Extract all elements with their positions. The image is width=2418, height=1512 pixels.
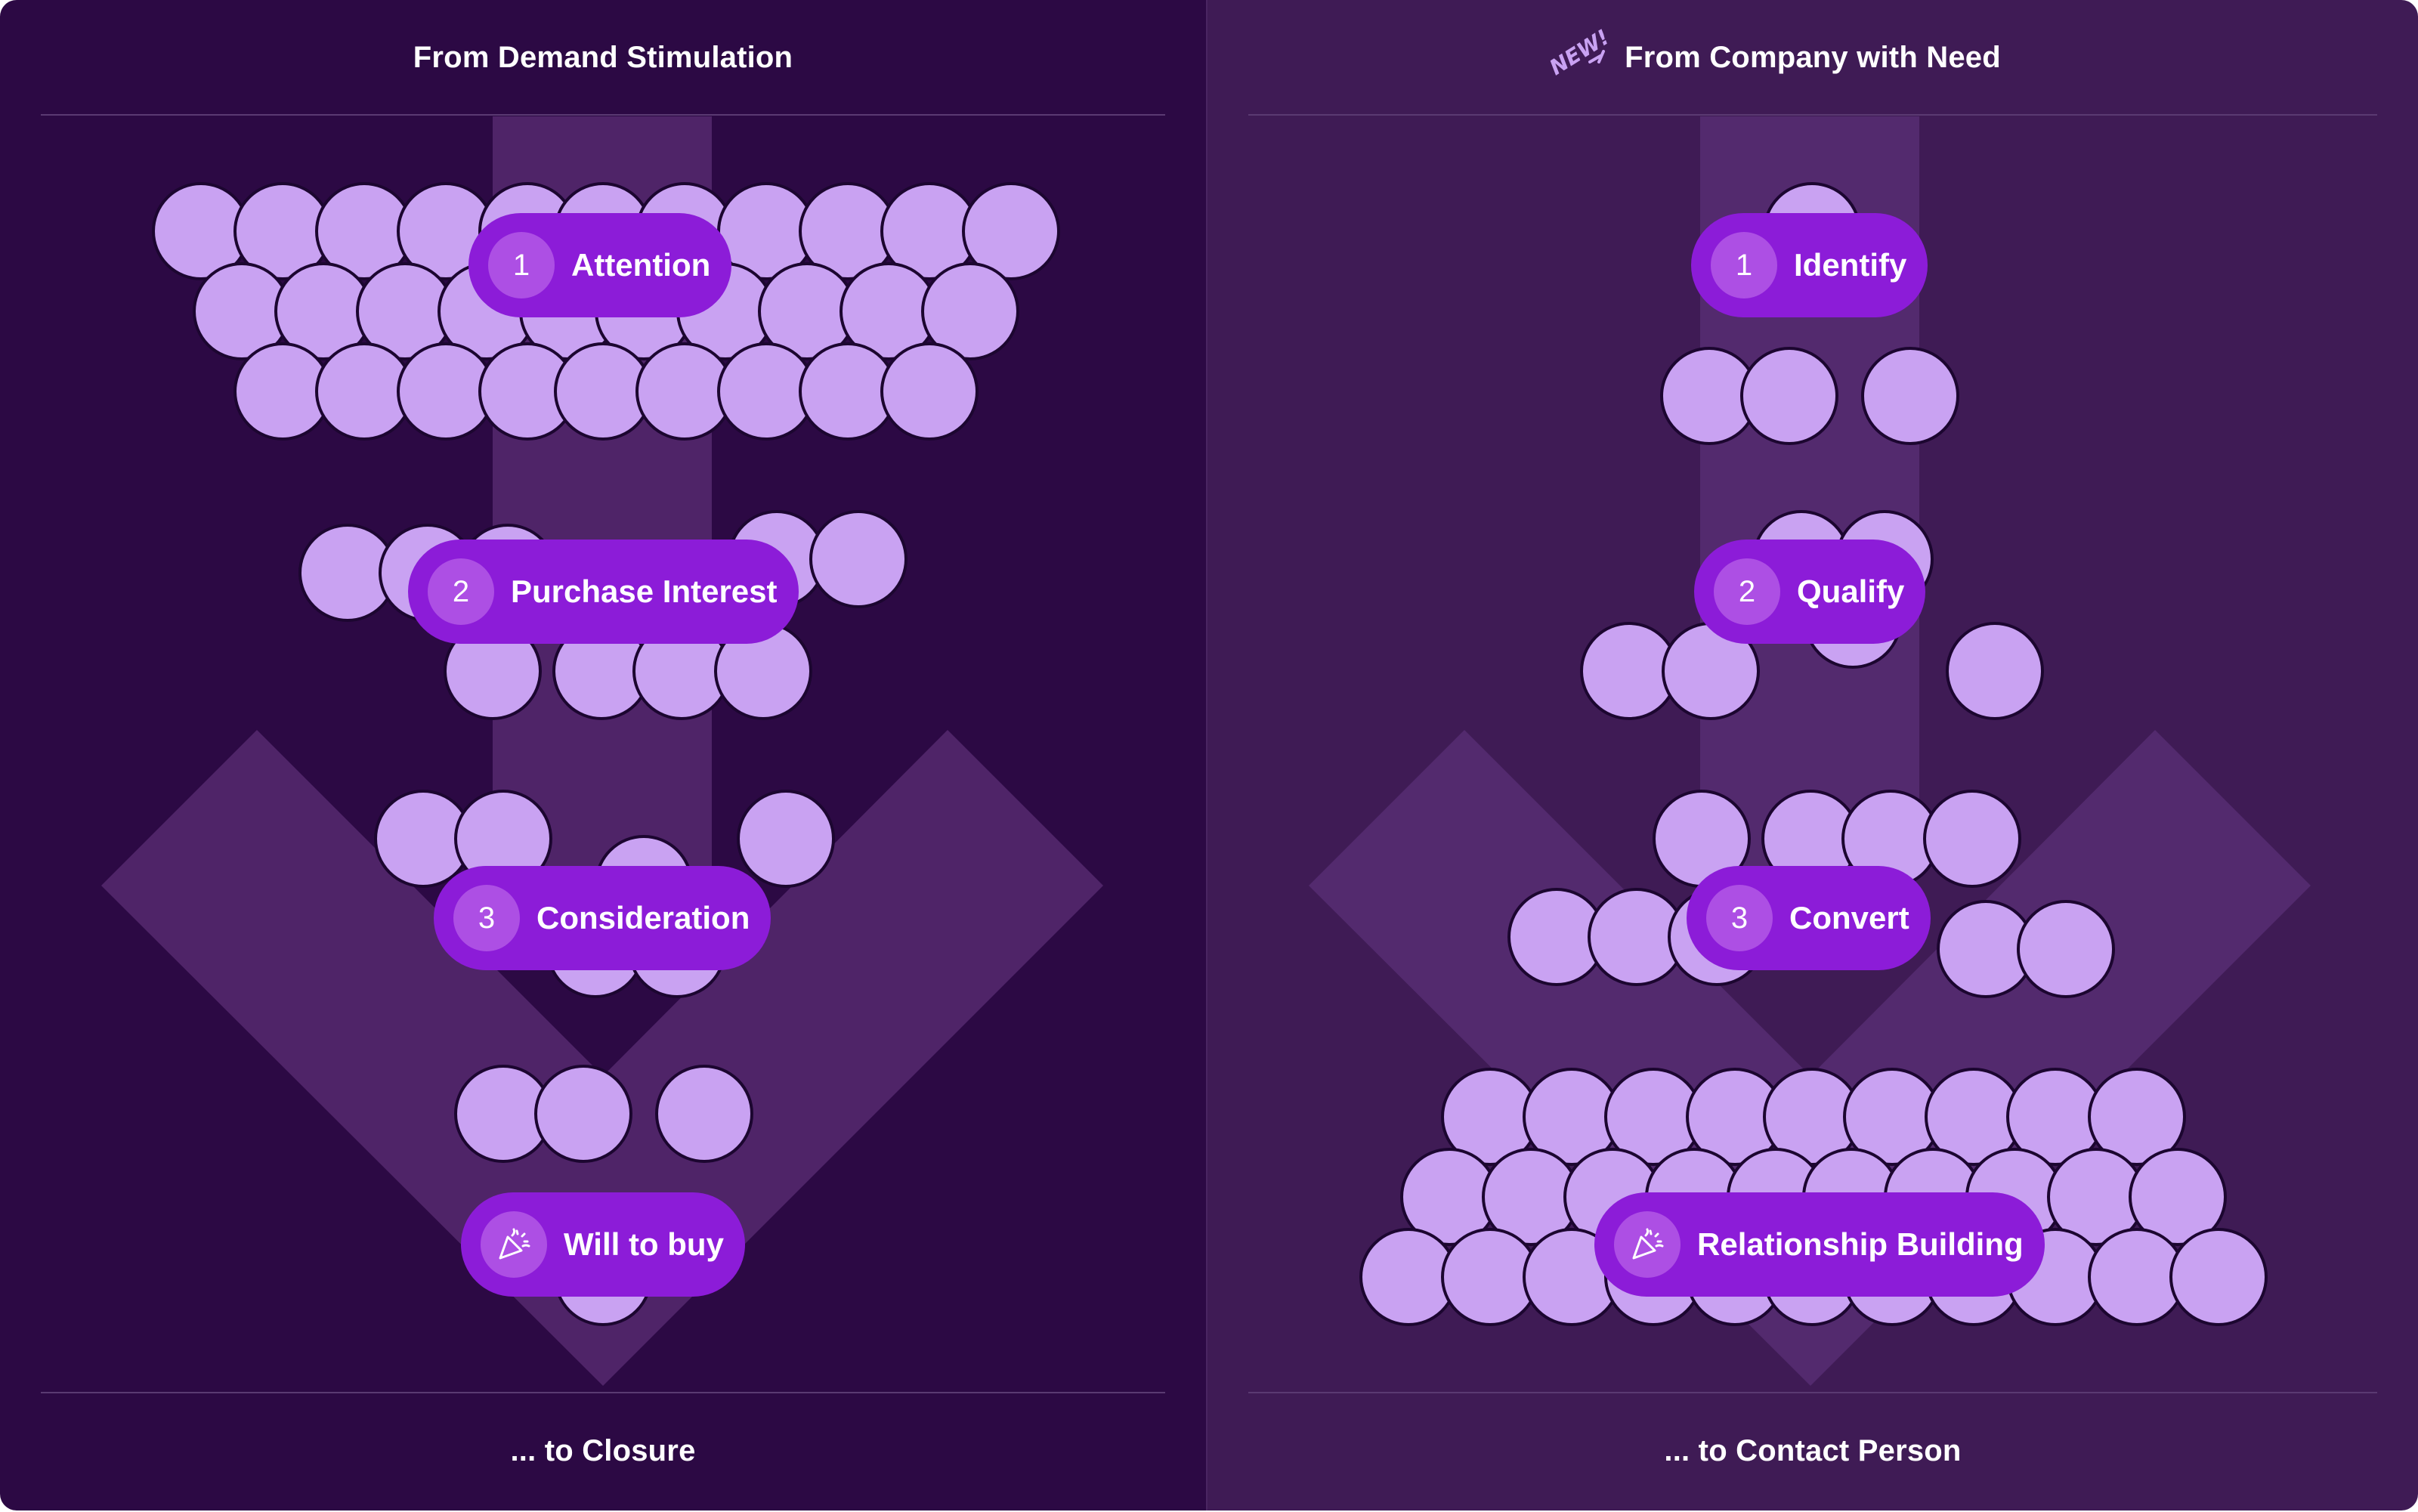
stage-number-badge: 3 [1706,885,1773,951]
stage-number-badge: 2 [428,558,494,625]
stage-number-badge: 2 [1714,558,1780,625]
stage-number-badge: 1 [488,232,555,298]
demand-stimulation-panel: From Demand Stimulation 1 Attention 2 Pu… [0,0,1206,1510]
stage-label: Qualify [1797,574,1905,609]
right-footer-divider [1248,1392,2377,1393]
stage-label: Identify [1794,247,1907,283]
stage-label: Purchase Interest [511,574,778,609]
stage-number-badge: 3 [453,885,520,951]
stage-relationship-building-pill[interactable]: Relationship Building [1594,1192,2045,1297]
company-need-panel: From Company with Need 1 Identify 2 Qual… [1207,0,2418,1510]
stage-convert-pill[interactable]: 3 Convert [1687,866,1931,970]
stage-label: Relationship Building [1697,1226,2024,1262]
left-footer-divider [41,1392,1165,1393]
right-header-divider [1248,114,2377,116]
right-panel-footer: ... to Contact Person [1664,1434,1962,1467]
stage-qualify-pill[interactable]: 2 Qualify [1694,540,1926,644]
left-header-divider [41,114,1165,116]
new-badge-icon: NEW! [1545,24,1611,77]
left-panel-title: From Demand Stimulation [413,41,793,74]
stage-attention-pill[interactable]: 1 Attention [468,213,732,317]
left-panel-footer: ... to Closure [510,1434,696,1467]
right-panel-title: From Company with Need [1625,41,2001,74]
stage-label: Convert [1789,900,1909,935]
stage-number-badge: 1 [1711,232,1777,298]
panel-divider [1206,0,1207,1510]
stage-will-to-buy-pill[interactable]: Will to buy [461,1192,745,1297]
new-badge-text: NEW! [1545,24,1611,77]
stage-label: Attention [571,247,711,283]
party-popper-icon [481,1211,547,1278]
stage-purchase-interest-pill[interactable]: 2 Purchase Interest [408,540,799,644]
stage-consideration-pill[interactable]: 3 Consideration [434,866,771,970]
stage-label: Will to buy [564,1226,724,1262]
stage-label: Consideration [536,900,750,935]
stage-identify-pill[interactable]: 1 Identify [1691,213,1928,317]
party-popper-icon [1614,1211,1681,1278]
